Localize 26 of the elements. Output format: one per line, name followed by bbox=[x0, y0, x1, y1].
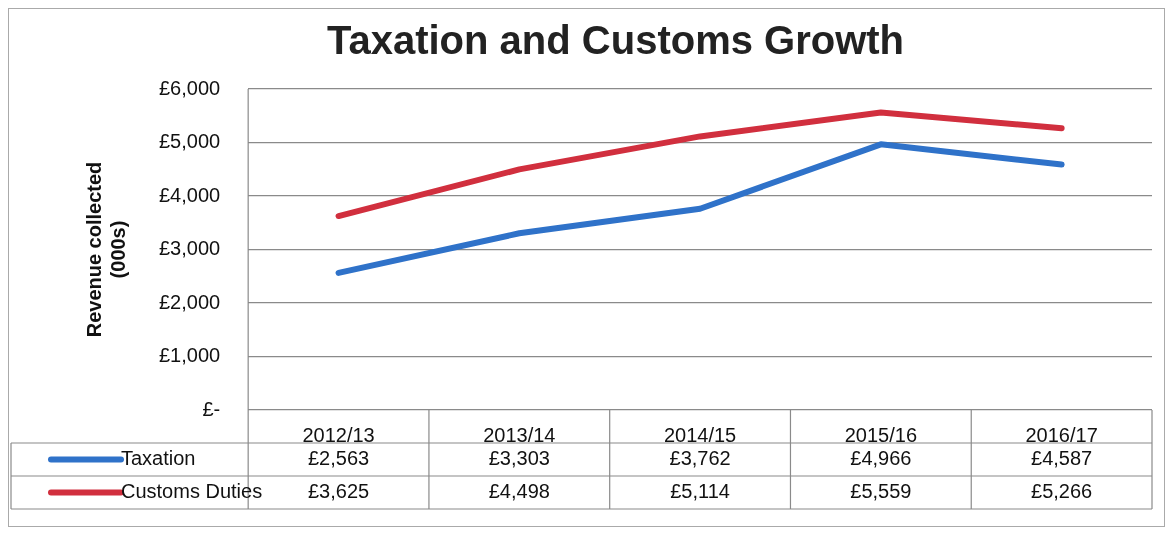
data-label: £4,498 bbox=[488, 480, 550, 503]
data-label: £5,266 bbox=[1031, 480, 1093, 503]
y-tick-label: £2,000 bbox=[159, 290, 221, 313]
data-label: £4,966 bbox=[850, 447, 912, 470]
y-tick-label: £4,000 bbox=[159, 183, 221, 206]
data-label: £2,563 bbox=[307, 447, 370, 470]
chart-title: Taxation and Customs Growth bbox=[326, 18, 905, 63]
y-axis-title: Revenue collected (000s) bbox=[82, 161, 129, 338]
x-tick-label: 2014/15 bbox=[663, 423, 737, 446]
data-label: £5,559 bbox=[850, 480, 912, 503]
y-tick-label: £- bbox=[202, 397, 221, 420]
y-tick-label: £1,000 bbox=[159, 344, 221, 367]
y-tick-label: £6,000 bbox=[159, 76, 221, 99]
y-tick-label: £5,000 bbox=[159, 130, 221, 153]
data-label: £3,303 bbox=[488, 447, 550, 470]
data-label: £5,114 bbox=[670, 480, 730, 503]
legend-label: Customs Duties bbox=[121, 480, 263, 503]
x-tick-label: 2013/14 bbox=[483, 423, 556, 446]
y-tick-label: £3,000 bbox=[159, 237, 221, 260]
data-label: £4,587 bbox=[1031, 447, 1093, 470]
data-label: £3,625 bbox=[307, 480, 370, 503]
data-label: £3,762 bbox=[669, 447, 731, 470]
x-tick-label: 2012/13 bbox=[302, 423, 375, 446]
legend-label: Taxation bbox=[121, 447, 196, 470]
x-tick-label: 2015/16 bbox=[844, 423, 917, 446]
x-tick-label: 2016/17 bbox=[1025, 423, 1098, 446]
